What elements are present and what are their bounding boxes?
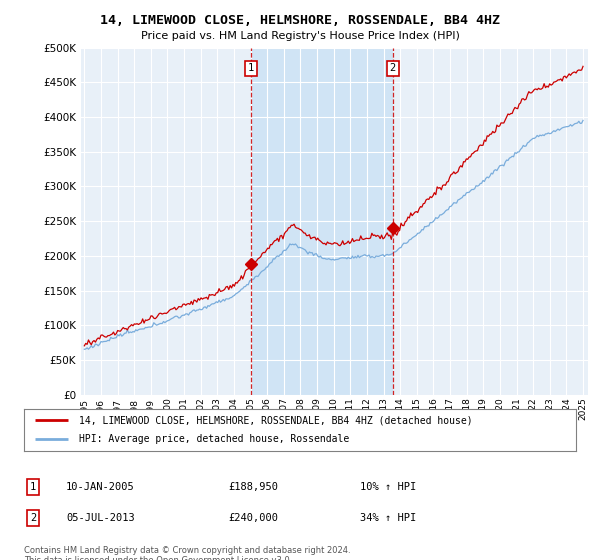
Text: 10% ↑ HPI: 10% ↑ HPI bbox=[360, 482, 416, 492]
Text: 1: 1 bbox=[30, 482, 36, 492]
Text: £240,000: £240,000 bbox=[228, 513, 278, 523]
Bar bbox=[251, 48, 392, 395]
Text: 14, LIMEWOOD CLOSE, HELMSHORE, ROSSENDALE, BB4 4HZ (detached house): 14, LIMEWOOD CLOSE, HELMSHORE, ROSSENDAL… bbox=[79, 415, 473, 425]
Text: 10-JAN-2005: 10-JAN-2005 bbox=[66, 482, 135, 492]
Text: Price paid vs. HM Land Registry's House Price Index (HPI): Price paid vs. HM Land Registry's House … bbox=[140, 31, 460, 41]
Text: HPI: Average price, detached house, Rossendale: HPI: Average price, detached house, Ross… bbox=[79, 435, 349, 445]
Text: 2: 2 bbox=[389, 63, 396, 73]
Text: 14, LIMEWOOD CLOSE, HELMSHORE, ROSSENDALE, BB4 4HZ: 14, LIMEWOOD CLOSE, HELMSHORE, ROSSENDAL… bbox=[100, 14, 500, 27]
Text: 1: 1 bbox=[248, 63, 254, 73]
Text: 05-JUL-2013: 05-JUL-2013 bbox=[66, 513, 135, 523]
Text: Contains HM Land Registry data © Crown copyright and database right 2024.
This d: Contains HM Land Registry data © Crown c… bbox=[24, 546, 350, 560]
Text: 34% ↑ HPI: 34% ↑ HPI bbox=[360, 513, 416, 523]
Text: 2: 2 bbox=[30, 513, 36, 523]
Text: £188,950: £188,950 bbox=[228, 482, 278, 492]
